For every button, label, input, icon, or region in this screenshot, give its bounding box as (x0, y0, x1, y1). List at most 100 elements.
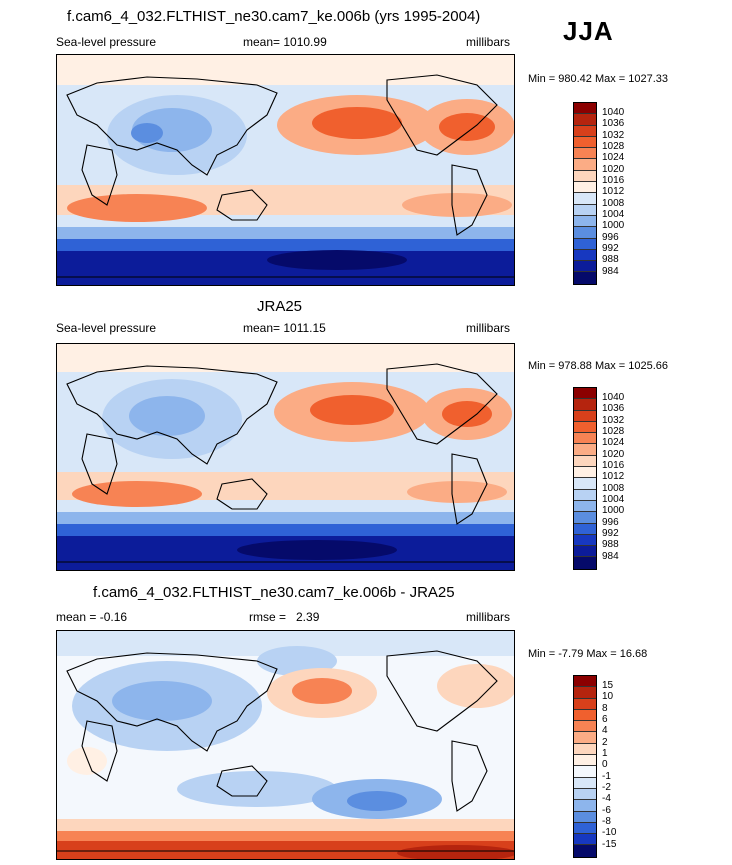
panel1-colorbar-label: 1016 (602, 175, 625, 186)
panel1-colorbar-label: 984 (602, 266, 619, 277)
panel2-colorbar-label: 1036 (602, 403, 625, 414)
panel1-colorbar-swatch (574, 136, 596, 149)
panel1-colorbar-swatch (574, 148, 596, 160)
panel3-colorbar-swatch (574, 822, 596, 835)
panel2-colorbar-swatch (574, 399, 596, 411)
panel2-colorbar-swatch (574, 444, 596, 456)
panel1-colorbar-swatch (574, 227, 596, 239)
panel3-colorbar-swatch (574, 834, 596, 846)
panel3-colorbar-label: 4 (602, 725, 608, 736)
panel1-colorbar-swatch (574, 125, 596, 137)
panel2-units-label: millibars (466, 321, 511, 335)
panel2-variable-label: Sea-level pressure (56, 321, 157, 335)
panel1-colorbar-swatch (574, 182, 596, 194)
panel1-map (56, 54, 515, 286)
panel2-colorbar-swatch (574, 410, 596, 422)
panel2-colorbar-label: 1020 (602, 449, 625, 460)
panel2-colorbar-label: 992 (602, 528, 619, 539)
panel3-colorbar-swatch (574, 755, 596, 767)
panel1-colorbar-label: 1032 (602, 130, 625, 141)
panel2-colorbar-swatch (574, 421, 596, 434)
panel1-colorbar-swatch (574, 114, 596, 126)
panel1-colorbar-swatch (574, 103, 596, 115)
panel2-map (56, 343, 515, 571)
panel2-colorbar-label: 1004 (602, 494, 625, 505)
panel1-colorbar-label: 1020 (602, 164, 625, 175)
season-label: JJA (563, 16, 614, 46)
panel2-mean-label: mean= 1011.15 (243, 321, 326, 335)
panel3-colorbar-label: -2 (602, 782, 611, 793)
panel2-colorbar-label: 1016 (602, 460, 625, 471)
panel2-colorbar-swatch (574, 433, 596, 445)
panel1-colorbar-label: 1024 (602, 152, 625, 163)
panel3-colorbar-swatch (574, 676, 596, 688)
panel3-colorbar-label: -8 (602, 816, 611, 827)
panel3-map (56, 630, 515, 860)
panel2-colorbar-swatch (574, 489, 596, 501)
panel2-colorbar (573, 387, 597, 570)
panel2-title: JRA25 (257, 298, 303, 315)
panel2-minmax: Min = 978.88 Max = 1025.66 (528, 360, 669, 372)
panel3-colorbar-label: 1 (602, 748, 608, 759)
panel3-colorbar-swatch (574, 800, 596, 812)
panel3-colorbar-label: -4 (602, 793, 611, 804)
panel1-colorbar-swatch (574, 215, 596, 228)
panel3-colorbar-swatch (574, 845, 596, 857)
panel2-colorbar-label: 1012 (602, 471, 625, 482)
panel1-colorbar-label: 1028 (602, 141, 625, 152)
panel3-colorbar-swatch (574, 687, 596, 699)
panel2-colorbar-label: 1000 (602, 505, 625, 516)
panel1-colorbar-swatch (574, 272, 596, 284)
panel2-map-field (57, 344, 514, 570)
panel2-colorbar-label: 1032 (602, 415, 625, 426)
panel3-title: f.cam6_4_032.FLTHIST_ne30.cam7_ke.006b -… (93, 584, 455, 601)
panel1-colorbar-label: 988 (602, 254, 619, 265)
panel1-colorbar-label: 1008 (602, 198, 625, 209)
panel3-colorbar-label: -15 (602, 839, 617, 850)
panel1-colorbar-swatch (574, 193, 596, 205)
panel2-colorbar-swatch (574, 388, 596, 400)
panel1-colorbar-swatch (574, 261, 596, 273)
panel1-colorbar-swatch (574, 159, 596, 171)
panel1-colorbar-swatch (574, 204, 596, 216)
panel1-colorbar-swatch (574, 170, 596, 183)
panel2-colorbar-swatch (574, 523, 596, 535)
panel1-colorbar-label: 996 (602, 232, 619, 243)
panel3-colorbar-swatch (574, 698, 596, 710)
panel3-colorbar-label: 6 (602, 714, 608, 725)
panel1-colorbar-label: 1012 (602, 186, 625, 197)
panel3-rmse-label: rmse = 2.39 (249, 610, 320, 624)
panel3-colorbar-label: -10 (602, 827, 617, 838)
panel2-colorbar-label: 1028 (602, 426, 625, 437)
panel3-colorbar-swatch (574, 732, 596, 744)
panel2-colorbar-label: 988 (602, 539, 619, 550)
panel3-mean-label: mean = -0.16 (56, 610, 128, 624)
panel1-colorbar-swatch (574, 249, 596, 262)
panel1-colorbar-label: 1000 (602, 220, 625, 231)
panel3-colorbar-label: 8 (602, 703, 608, 714)
panel1-colorbar-label: 1036 (602, 118, 625, 129)
panel1-title: f.cam6_4_032.FLTHIST_ne30.cam7_ke.006b (… (67, 8, 481, 25)
panel2-colorbar-swatch (574, 512, 596, 524)
panel3-colorbar-label: 10 (602, 691, 614, 702)
panel3-colorbar (573, 675, 597, 858)
panel1-colorbar-swatch (574, 238, 596, 250)
panel1-map-field (57, 55, 514, 285)
panel1-variable-label: Sea-level pressure (56, 35, 157, 49)
panel3-minmax: Min = -7.79 Max = 16.68 (528, 648, 648, 660)
panel2-colorbar-swatch (574, 534, 596, 547)
panel2-colorbar-swatch (574, 557, 596, 569)
panel1-colorbar-label: 992 (602, 243, 619, 254)
panel2-colorbar-swatch (574, 467, 596, 479)
panel1-colorbar (573, 102, 597, 285)
panel3-colorbar-swatch (574, 788, 596, 801)
panel2-colorbar-label: 1008 (602, 483, 625, 494)
panel3-units-label: millibars (466, 610, 511, 624)
panel3-colorbar-label: -1 (602, 771, 611, 782)
panel3-colorbar-swatch (574, 743, 596, 756)
panel3-colorbar-label: -6 (602, 805, 611, 816)
panel2-colorbar-swatch (574, 546, 596, 558)
panel1-colorbar-label: 1004 (602, 209, 625, 220)
panel1-units-label: millibars (466, 35, 511, 49)
panel2-colorbar-swatch (574, 500, 596, 513)
